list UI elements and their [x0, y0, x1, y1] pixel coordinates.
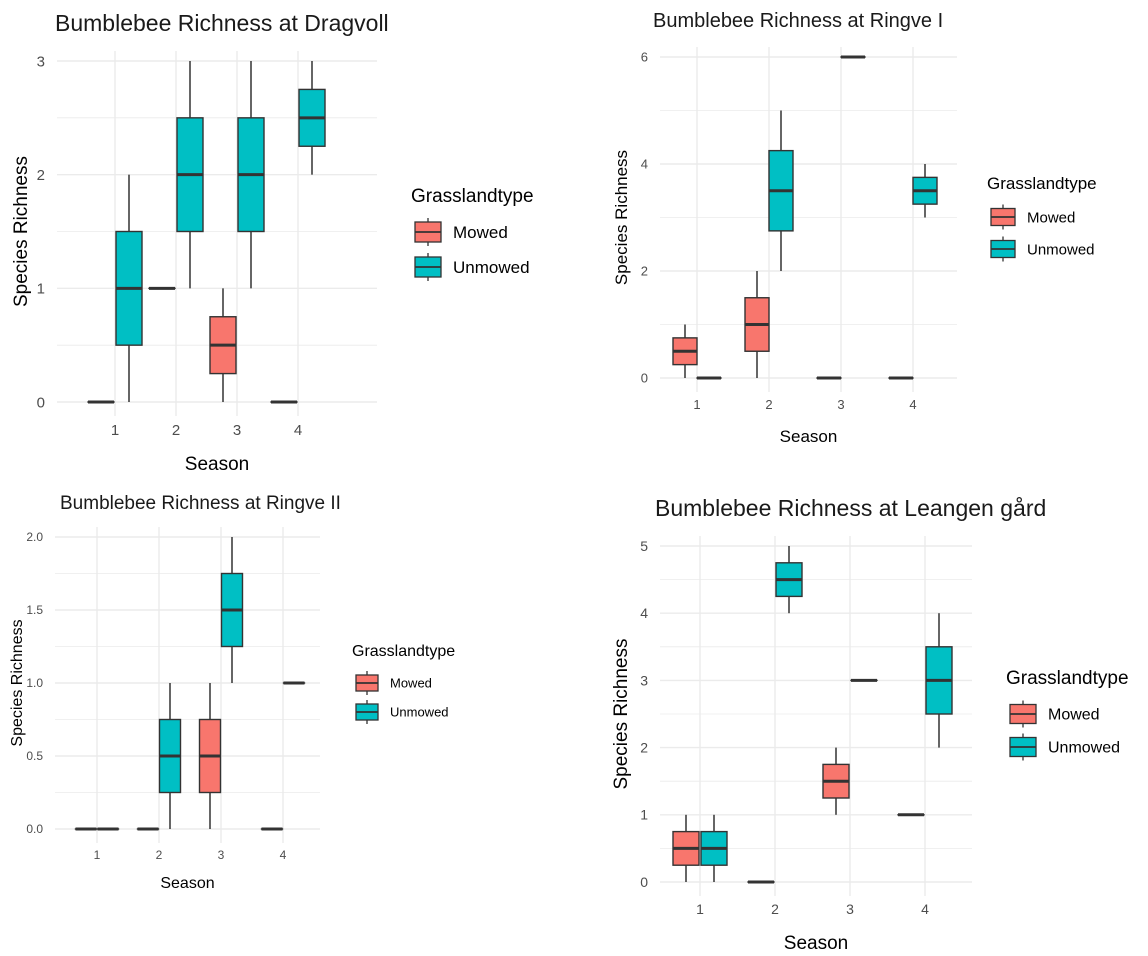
box-mowed-season-3 — [209, 288, 237, 402]
y-axis-label: Species Richness — [11, 156, 32, 307]
y-tick-label: 0 — [641, 371, 648, 386]
x-tick-label: 4 — [921, 901, 929, 917]
y-tick-label: 0.0 — [26, 822, 43, 836]
y-tick-label: 0 — [37, 394, 45, 411]
x-tick-label: 2 — [172, 422, 180, 439]
y-tick-label: 1 — [640, 807, 648, 823]
x-tick-label: 1 — [111, 422, 119, 439]
box-mowed-season-3 — [198, 683, 222, 829]
chart-title: Bumblebee Richness at Dragvoll — [55, 10, 389, 36]
legend-key-mowed — [990, 204, 1016, 230]
chart-title: Bumblebee Richness at Ringve I — [653, 10, 943, 32]
x-tick-label: 3 — [218, 848, 225, 862]
y-axis-label: Species Richness — [9, 619, 26, 746]
legend-title: Grasslandtype — [411, 186, 534, 207]
y-tick-label: 5 — [640, 538, 648, 554]
legend-label-unmowed: Unmowed — [453, 258, 530, 277]
legend-title: Grasslandtype — [352, 643, 455, 660]
legend-key-unmowed — [1009, 733, 1037, 761]
y-axis-label: Species Richness — [612, 150, 631, 285]
box-mowed-season-3 — [822, 747, 850, 815]
legend: Grasslandtype Mowed Unmowed — [1006, 668, 1129, 761]
chart-panel-1: 0 1 2 3 1 2 3 4 Bumblebee Richness at Dragvoll Se… — [11, 10, 534, 475]
y-axis-label: Species Richness — [611, 638, 632, 789]
legend-label-mowed: Mowed — [1027, 209, 1075, 226]
box-unmowed-season-4 — [298, 61, 326, 175]
box-unmowed-season-4 — [912, 164, 938, 218]
legend-title: Grasslandtype — [1006, 668, 1129, 689]
y-tick-label: 2 — [37, 167, 45, 184]
y-tick-label: 1.5 — [26, 603, 43, 617]
legend-label-unmowed: Unmowed — [1027, 241, 1095, 258]
box-unmowed-season-1 — [115, 174, 143, 402]
x-tick-label: 4 — [294, 422, 302, 439]
x-tick-label: 4 — [280, 848, 287, 862]
x-axis-label: Season — [160, 875, 214, 892]
legend-key-mowed — [414, 218, 442, 246]
y-tick-label: 2 — [641, 264, 648, 279]
box-unmowed-season-3 — [220, 537, 244, 683]
y-tick-label: 3 — [37, 53, 45, 70]
x-tick-label: 1 — [94, 848, 101, 862]
y-tick-label: 0 — [640, 874, 648, 890]
x-tick-label: 3 — [846, 901, 854, 917]
y-tick-label: 4 — [641, 157, 648, 172]
x-axis-label: Season — [784, 933, 848, 954]
x-tick-label: 4 — [909, 397, 916, 412]
box-unmowed-season-3 — [237, 61, 265, 289]
legend-title: Grasslandtype — [987, 174, 1097, 193]
legend-key-unmowed — [355, 700, 379, 724]
y-tick-label: 1.0 — [26, 676, 43, 690]
chart-panel-3: 0.0 0.5 1.0 1.5 2.0 1 2 3 4 Bumblebee Richness at… — [9, 493, 455, 892]
x-tick-label: 2 — [771, 901, 779, 917]
x-tick-label: 3 — [233, 422, 241, 439]
x-tick-label: 1 — [693, 397, 700, 412]
box-unmowed-season-2 — [158, 683, 182, 829]
legend-key-unmowed — [990, 236, 1016, 262]
legend-key-unmowed — [414, 253, 442, 281]
y-tick-label: 1 — [37, 281, 45, 298]
chart-title: Bumblebee Richness at Leangen gård — [655, 495, 1046, 521]
box-unmowed-season-2 — [176, 61, 204, 289]
x-tick-label: 2 — [156, 848, 163, 862]
y-tick-label: 2 — [640, 740, 648, 756]
y-tick-label: 6 — [641, 50, 648, 65]
legend-label-mowed: Mowed — [1048, 707, 1100, 724]
legend: Grasslandtype Mowed Unmowed — [352, 643, 455, 724]
x-axis-label: Season — [780, 427, 838, 446]
y-tick-label: 3 — [640, 672, 648, 688]
legend: Grasslandtype Mowed Unmowed — [987, 174, 1097, 262]
y-tick-label: 4 — [640, 605, 648, 621]
legend-key-mowed — [355, 671, 379, 695]
legend-label-mowed: Mowed — [390, 676, 432, 691]
box-mowed-season-1 — [672, 814, 700, 882]
x-tick-label: 1 — [696, 901, 704, 917]
legend-key-mowed — [1009, 700, 1037, 728]
chart-panel-2: 0 2 4 6 1 2 3 4 Bumblebee Richness at Ringve I Se… — [612, 10, 1097, 446]
box-unmowed-season-2 — [775, 546, 803, 614]
chart-panel-4: 0 1 2 3 4 5 1 2 3 4 Bumblebee Richness at Leangen … — [611, 495, 1129, 954]
y-tick-label: 0.5 — [26, 749, 43, 763]
x-tick-label: 2 — [765, 397, 772, 412]
x-axis-label: Season — [185, 454, 249, 475]
legend-label-unmowed: Unmowed — [390, 705, 449, 720]
box-unmowed-season-1 — [700, 814, 728, 882]
box-mowed-season-1 — [672, 324, 698, 378]
legend-label-mowed: Mowed — [453, 223, 508, 242]
legend: Grasslandtype Mowed Unmowed — [411, 186, 534, 281]
chart-title: Bumblebee Richness at Ringve II — [60, 493, 341, 514]
x-tick-label: 3 — [837, 397, 844, 412]
box-unmowed-season-2 — [768, 110, 794, 271]
box-mowed-season-2 — [744, 271, 770, 378]
box-unmowed-season-4 — [925, 613, 953, 748]
legend-label-unmowed: Unmowed — [1048, 740, 1120, 757]
y-tick-label: 2.0 — [26, 530, 43, 544]
